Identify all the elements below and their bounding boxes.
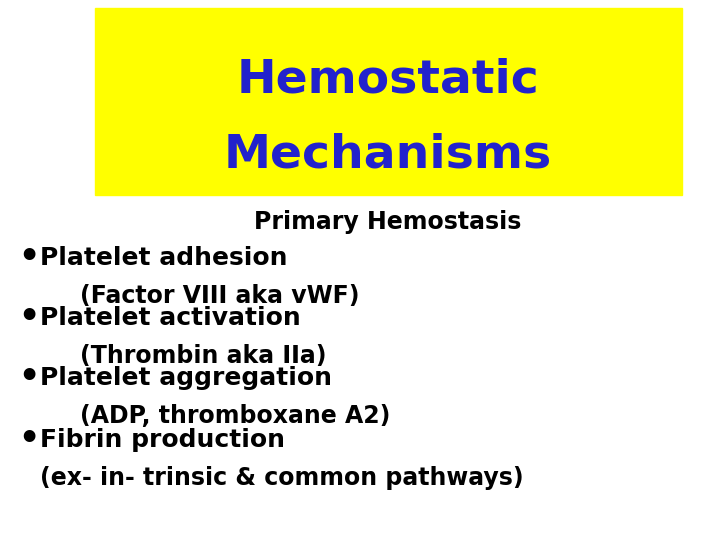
Text: (ADP, thromboxane A2): (ADP, thromboxane A2) xyxy=(80,404,390,428)
Text: (ex- in- trinsic & common pathways): (ex- in- trinsic & common pathways) xyxy=(40,466,523,490)
Text: •: • xyxy=(18,423,40,456)
Text: Platelet adhesion: Platelet adhesion xyxy=(40,246,287,270)
Text: Platelet aggregation: Platelet aggregation xyxy=(40,366,332,390)
Text: Mechanisms: Mechanisms xyxy=(224,132,552,178)
Text: (Thrombin aka IIa): (Thrombin aka IIa) xyxy=(80,344,326,368)
Text: •: • xyxy=(18,301,40,334)
Text: •: • xyxy=(18,361,40,395)
Text: (Factor VIII aka vWF): (Factor VIII aka vWF) xyxy=(80,284,359,308)
Bar xyxy=(95,8,682,195)
Text: Hemostatic: Hemostatic xyxy=(237,57,539,103)
Text: Platelet activation: Platelet activation xyxy=(40,306,301,330)
Text: •: • xyxy=(18,241,40,274)
Text: Fibrin production: Fibrin production xyxy=(40,428,285,452)
Text: Primary Hemostasis: Primary Hemostasis xyxy=(254,210,522,234)
